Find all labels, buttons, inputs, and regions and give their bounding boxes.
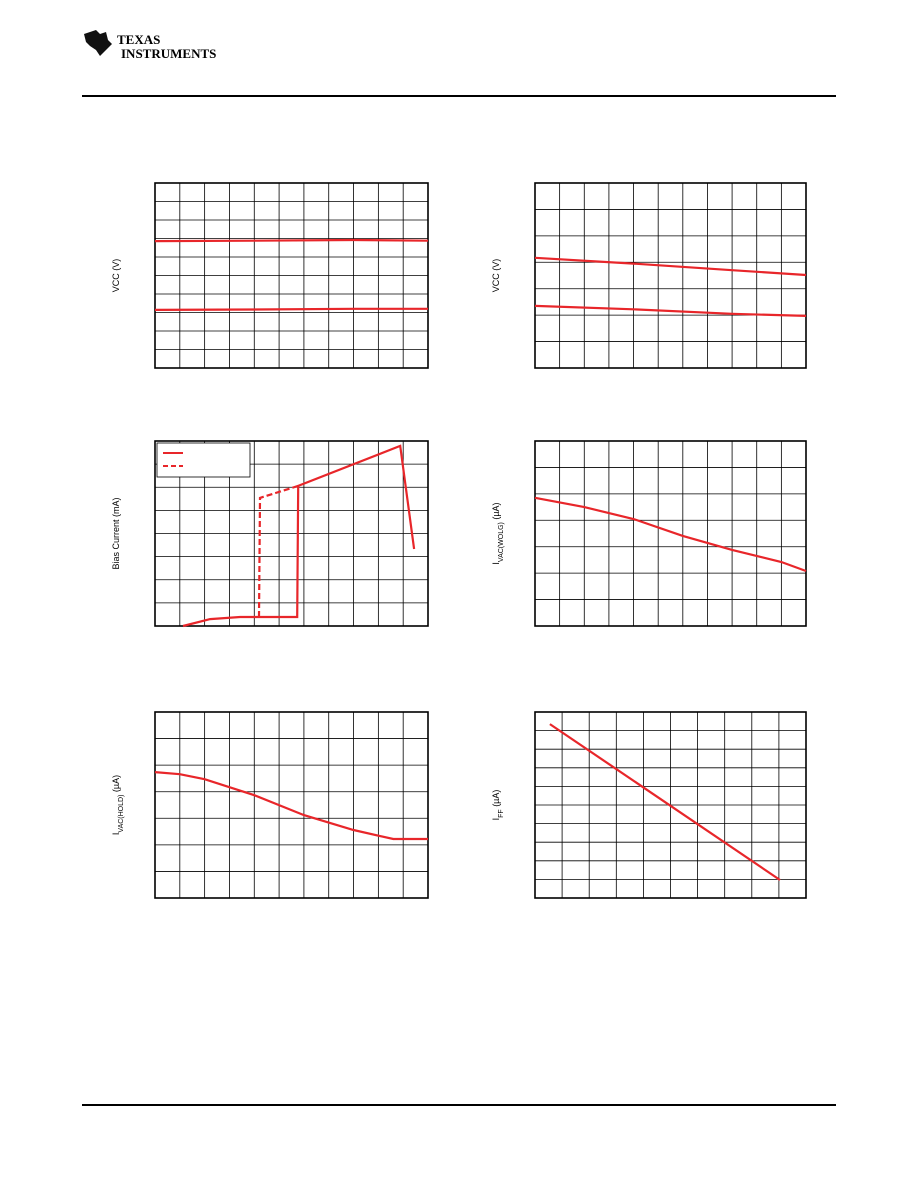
plot-frame <box>154 711 429 899</box>
y-axis-label-part: VCC (V) <box>491 259 501 293</box>
data-line <box>534 304 807 317</box>
plot-frame <box>534 182 807 369</box>
data-line <box>257 484 299 618</box>
y-axis-label: IVAC(WOLG) (µA) <box>491 502 505 564</box>
logo-mark <box>84 30 112 56</box>
data-line <box>534 256 807 277</box>
y-axis-label-part: VCC (V) <box>111 259 121 293</box>
chart: VCC (V) <box>491 182 807 369</box>
y-axis-label-part: (µA) <box>491 790 501 810</box>
y-axis-label-part: VAC(WOLG) <box>498 522 505 562</box>
data-line <box>154 307 428 311</box>
plot-frame <box>154 440 429 627</box>
chart: IVAC(HOLD) (µA) <box>111 711 429 899</box>
legend-box <box>156 442 251 478</box>
data-line <box>549 723 781 881</box>
data-line <box>534 496 807 573</box>
y-axis-label-part: (µA) <box>491 502 501 522</box>
y-axis-label: IFF (µA) <box>491 790 505 821</box>
logo-text: TEXAS <box>117 32 160 47</box>
chart: IFF (µA) <box>491 711 807 899</box>
y-axis-label: VCC (V) <box>491 259 501 293</box>
data-line <box>154 238 429 243</box>
y-axis-label-part: I <box>491 562 501 565</box>
y-axis-label-part: I <box>111 833 121 836</box>
chart: IVAC(WOLG) (µA) <box>491 440 807 627</box>
data-line <box>182 444 416 628</box>
chart: VCC (V) <box>111 182 429 369</box>
y-axis-label: VCC (V) <box>111 259 121 293</box>
chart: Bias Current (mA) <box>111 440 429 628</box>
y-axis-label-part: VAC(HOLD) <box>118 795 125 833</box>
data-line <box>154 771 428 841</box>
y-axis-label: IVAC(HOLD) (µA) <box>111 775 125 835</box>
y-axis-label-part: FF <box>498 809 505 818</box>
plot-frame <box>154 182 429 369</box>
logo-text: INSTRUMENTS <box>121 46 216 61</box>
y-axis-label-part: Bias Current (mA) <box>111 497 121 569</box>
plot-frame <box>534 711 807 899</box>
y-axis-label: Bias Current (mA) <box>111 497 121 569</box>
y-axis-label-part: I <box>491 818 501 821</box>
plot-frame <box>534 440 807 627</box>
y-axis-label-part: (µA) <box>111 775 121 795</box>
ti-logo: TEXAS INSTRUMENTS <box>84 30 216 61</box>
